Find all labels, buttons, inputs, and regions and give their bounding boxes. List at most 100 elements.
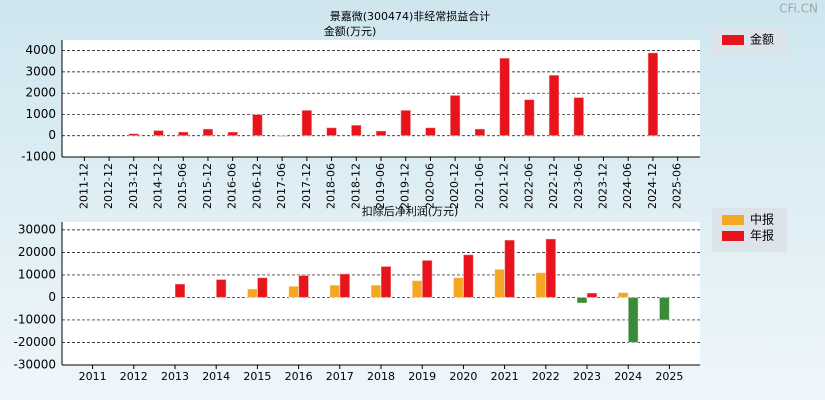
y-tick-label: -20000	[13, 335, 56, 349]
chart-title: 景嘉微(300474)非经常损益合计	[330, 9, 491, 23]
bar	[350, 124, 362, 137]
x-tick-label: 2024	[614, 370, 642, 383]
bar	[548, 74, 560, 137]
y-tick-label: -1000	[21, 150, 56, 164]
y-tick-label: 10000	[18, 267, 56, 281]
bar	[298, 274, 310, 298]
bar	[499, 57, 511, 137]
y-tick-label: 2000	[25, 86, 56, 100]
y-tick-label: -30000	[13, 358, 56, 372]
bar	[576, 296, 588, 304]
bar	[339, 273, 351, 298]
x-tick-label: 2023-12	[596, 163, 609, 209]
x-tick-label: 2017-06	[275, 163, 288, 209]
bar	[523, 99, 535, 137]
x-tick-label: 2018-06	[325, 163, 338, 209]
chart-title: 扣除后净利润(万元)	[362, 204, 459, 218]
bar	[452, 277, 464, 298]
bar	[658, 296, 670, 321]
legend-label: 年报	[750, 228, 774, 243]
x-tick-label: 2014-12	[152, 163, 165, 209]
x-tick-label: 2016	[285, 370, 313, 383]
bar	[535, 272, 547, 298]
bar	[153, 129, 165, 137]
bar	[256, 277, 268, 298]
x-tick-label: 2012-12	[102, 163, 115, 209]
y-tick-label: 3000	[25, 64, 56, 78]
x-tick-label: 2018-12	[349, 163, 362, 209]
bar	[573, 96, 585, 137]
bar	[174, 283, 186, 298]
x-tick-label: 2025-06	[671, 163, 684, 209]
x-tick-label: 2019-06	[374, 163, 387, 209]
x-tick-label: 2013	[161, 370, 189, 383]
x-tick-label: 2015-12	[201, 163, 214, 209]
bar	[128, 133, 140, 137]
bar	[370, 284, 382, 298]
legend-label: 中报	[750, 212, 774, 227]
x-tick-label: 2013-12	[127, 163, 140, 209]
x-tick-label: 2017-12	[300, 163, 313, 209]
x-tick-label: 2025	[655, 370, 683, 383]
plot-area	[62, 40, 700, 157]
x-tick-label: 2022-12	[547, 163, 560, 209]
x-tick-label: 2015	[243, 370, 271, 383]
legend-swatch	[722, 215, 744, 225]
bar	[411, 280, 423, 298]
y-tick-label: 0	[48, 128, 56, 142]
x-tick-label: 2021-06	[473, 163, 486, 209]
y-tick-label: -10000	[13, 312, 56, 326]
x-tick-label: 2024-12	[646, 163, 659, 209]
bar	[494, 268, 506, 298]
y-tick-label: 30000	[18, 222, 56, 236]
bar	[276, 135, 288, 138]
bar	[449, 94, 461, 137]
x-tick-label: 2020	[449, 370, 477, 383]
bar	[474, 128, 486, 137]
x-tick-label: 2017	[326, 370, 354, 383]
x-tick-label: 2018	[367, 370, 395, 383]
x-tick-label: 2019	[408, 370, 436, 383]
bar	[301, 109, 313, 137]
x-tick-label: 2012	[120, 370, 148, 383]
bar	[380, 265, 392, 298]
watermark: CFi.CN	[779, 2, 818, 16]
y-tick-label: 20000	[18, 245, 56, 259]
bar	[421, 259, 433, 298]
y-axis-label: 金额(万元)	[324, 24, 377, 38]
x-tick-label: 2014	[202, 370, 230, 383]
bar	[627, 296, 639, 343]
x-tick-label: 2020-12	[448, 163, 461, 209]
x-tick-label: 2019-12	[399, 163, 412, 209]
legend-label: 金额	[750, 32, 774, 47]
x-tick-label: 2023	[573, 370, 601, 383]
x-tick-label: 2015-06	[176, 163, 189, 209]
bar	[251, 113, 263, 137]
bar	[617, 291, 629, 298]
bar	[246, 288, 258, 298]
bar	[177, 131, 189, 137]
bar	[545, 238, 557, 298]
legend-swatch	[722, 35, 744, 45]
y-tick-label: 4000	[25, 43, 56, 57]
x-tick-label: 2016-06	[226, 163, 239, 209]
bar	[202, 128, 214, 137]
bar	[375, 130, 387, 137]
bar	[227, 131, 239, 137]
x-tick-label: 2022	[532, 370, 560, 383]
bar	[647, 52, 659, 137]
bar	[504, 239, 516, 298]
bar	[329, 284, 341, 298]
x-tick-label: 2021-12	[498, 163, 511, 209]
x-tick-label: 2022-06	[522, 163, 535, 209]
x-tick-label: 2011-12	[77, 163, 90, 209]
x-tick-label: 2011	[79, 370, 107, 383]
x-tick-label: 2016-12	[250, 163, 263, 209]
y-tick-label: 0	[48, 290, 56, 304]
bar	[326, 127, 338, 137]
legend-swatch	[722, 231, 744, 241]
bar	[400, 109, 412, 137]
bar	[462, 254, 474, 298]
x-tick-label: 2021	[491, 370, 519, 383]
